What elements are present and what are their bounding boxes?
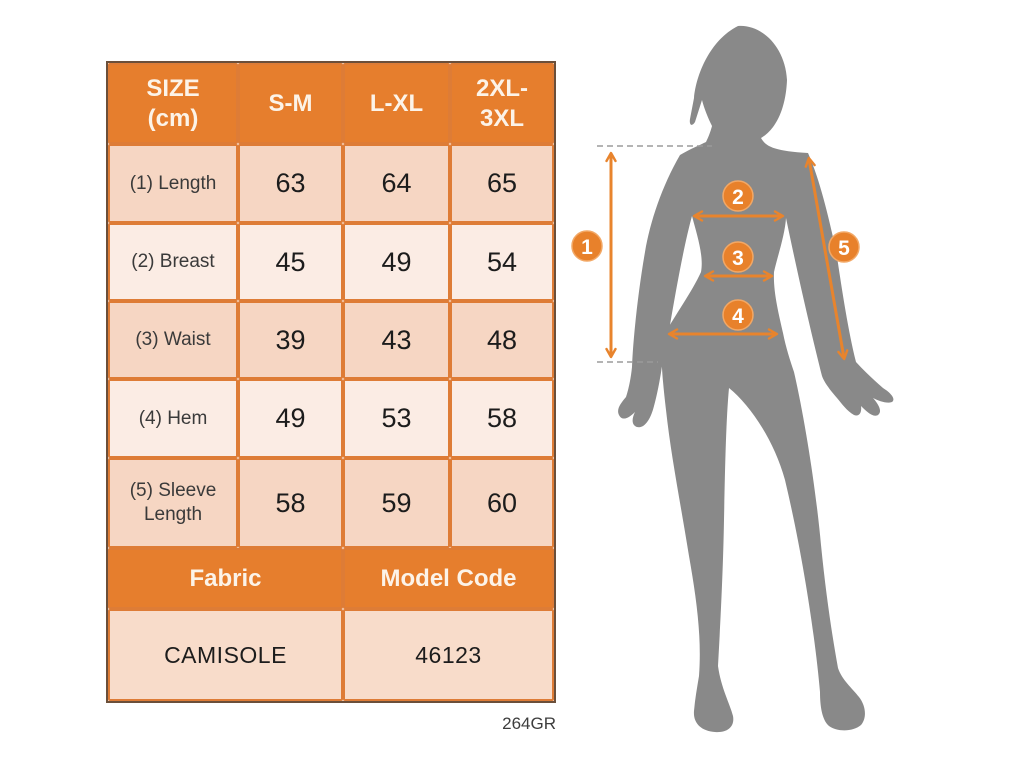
marker-4: 4 <box>722 299 754 331</box>
header-2xl-3xl-label: 2XL-3XL <box>475 74 528 132</box>
marker-5: 5 <box>828 231 860 263</box>
value-length-l-xl: 64 <box>343 144 450 223</box>
header-cell-size-cm: SIZE (cm) <box>108 63 238 144</box>
value-breast-l-xl: 49 <box>343 223 450 301</box>
marker-5-circle-icon <box>828 231 860 263</box>
value-sleeve-l-xl: 59 <box>343 458 450 548</box>
model-code-header: Model Code <box>343 548 554 609</box>
value-hem-s-m: 49 <box>238 379 343 458</box>
value-waist-s-m: 39 <box>238 301 343 379</box>
marker-1-label: 1 <box>581 236 593 259</box>
marker-2-label: 2 <box>732 186 744 209</box>
marker-1: 1 <box>571 230 603 262</box>
value-breast-2xl-3xl: 54 <box>450 223 554 301</box>
sleeve-arrow <box>804 156 849 361</box>
value-breast-s-m: 45 <box>238 223 343 301</box>
body-measurement-diagram: 1 2 3 4 5 <box>571 25 894 733</box>
header-cell-2xl-3xl: 2XL-3XL <box>450 63 554 144</box>
header-cell-l-xl: L-XL <box>343 63 450 144</box>
value-length-2xl-3xl: 65 <box>450 144 554 223</box>
row-label-sleeve-length: (5) Sleeve Length <box>108 458 238 548</box>
marker-3-label: 3 <box>732 247 744 270</box>
marker-3: 3 <box>722 241 754 273</box>
fabric-header: Fabric <box>108 548 343 609</box>
row-label-length: (1) Length <box>108 144 238 223</box>
marker-2: 2 <box>722 180 754 212</box>
row-label-breast: (2) Breast <box>108 223 238 301</box>
value-hem-2xl-3xl: 58 <box>450 379 554 458</box>
marker-1-circle-icon <box>571 230 603 262</box>
value-sleeve-2xl-3xl: 60 <box>450 458 554 548</box>
header-cell-s-m: S-M <box>238 63 343 144</box>
woman-silhouette-icon <box>618 25 894 733</box>
marker-5-label: 5 <box>838 237 850 260</box>
marker-3-circle-icon <box>722 241 754 273</box>
fabric-value: CAMISOLE <box>108 609 343 701</box>
value-length-s-m: 63 <box>238 144 343 223</box>
product-code-footnote: 264GR <box>502 714 556 733</box>
row-label-waist: (3) Waist <box>108 301 238 379</box>
value-waist-l-xl: 43 <box>343 301 450 379</box>
marker-4-circle-icon <box>722 299 754 331</box>
value-sleeve-s-m: 58 <box>238 458 343 548</box>
value-waist-2xl-3xl: 48 <box>450 301 554 379</box>
header-size-cm-label: SIZE (cm) <box>146 74 200 132</box>
marker-4-label: 4 <box>732 305 744 328</box>
row-label-hem: (4) Hem <box>108 379 238 458</box>
marker-2-circle-icon <box>722 180 754 212</box>
model-code-value: 46123 <box>343 609 554 701</box>
value-hem-l-xl: 53 <box>343 379 450 458</box>
size-table: SIZE (cm) S-M L-XL 2XL-3XL (1) Length 63… <box>106 61 556 703</box>
